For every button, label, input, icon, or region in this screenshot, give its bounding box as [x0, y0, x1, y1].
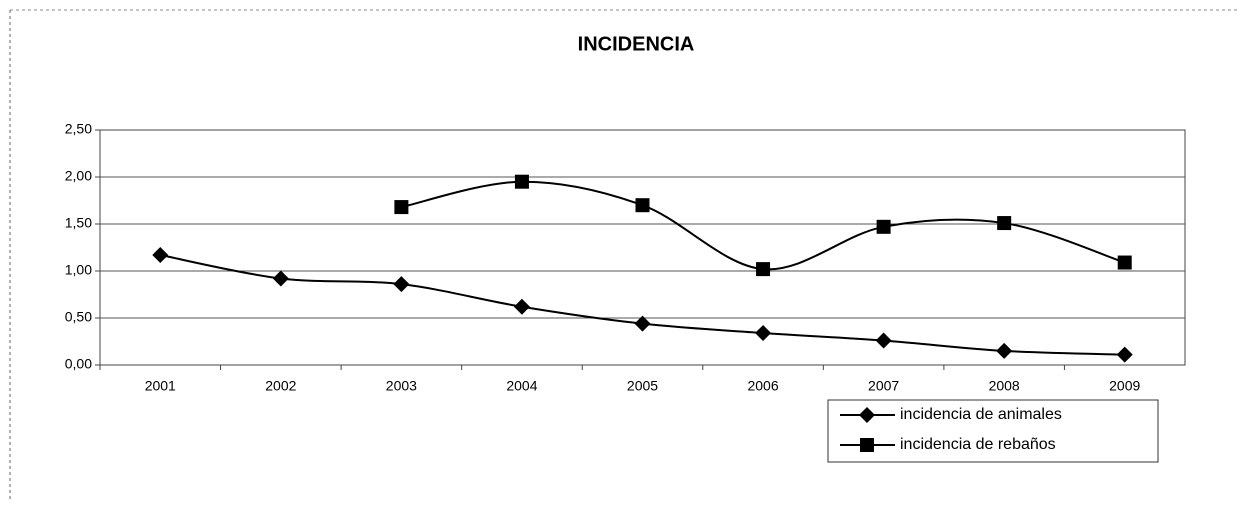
- chart-title: INCIDENCIA: [578, 33, 695, 55]
- marker: [635, 198, 650, 213]
- marker: [272, 270, 289, 287]
- marker: [1116, 346, 1133, 363]
- x-tick-label: 2001: [145, 378, 176, 394]
- y-tick-label: 2,50: [65, 121, 92, 137]
- marker: [875, 332, 892, 349]
- marker: [859, 407, 875, 423]
- marker: [393, 276, 410, 293]
- x-tick-label: 2002: [265, 378, 296, 394]
- plot-area: [99, 129, 1186, 366]
- legend-label: incidencia de rebaños: [900, 436, 1056, 453]
- marker: [394, 200, 409, 215]
- series-line: [401, 180, 1126, 271]
- marker: [152, 247, 169, 264]
- legend: [827, 399, 1159, 463]
- marker: [755, 325, 772, 342]
- y-tick-label: 0,50: [65, 309, 92, 325]
- marker: [997, 216, 1012, 231]
- x-tick-label: 2008: [989, 378, 1020, 394]
- y-tick-label: 0,00: [65, 356, 92, 372]
- x-tick-label: 2003: [386, 378, 417, 394]
- marker: [514, 174, 529, 189]
- y-tick-label: 1,00: [65, 262, 92, 278]
- marker: [996, 342, 1013, 359]
- marker: [1117, 255, 1132, 270]
- marker: [756, 262, 771, 277]
- x-tick-label: 2004: [506, 378, 537, 394]
- legend-label: incidencia de animales: [900, 406, 1062, 423]
- x-tick-label: 2009: [1109, 378, 1140, 394]
- marker: [860, 438, 874, 452]
- y-tick-label: 2,00: [65, 168, 92, 184]
- marker: [634, 315, 651, 332]
- y-tick-label: 1,50: [65, 215, 92, 231]
- x-tick-label: 2007: [868, 378, 899, 394]
- series-line: [160, 254, 1125, 356]
- x-tick-label: 2005: [627, 378, 658, 394]
- x-tick-label: 2006: [747, 378, 778, 394]
- marker: [876, 219, 891, 234]
- marker: [513, 298, 530, 315]
